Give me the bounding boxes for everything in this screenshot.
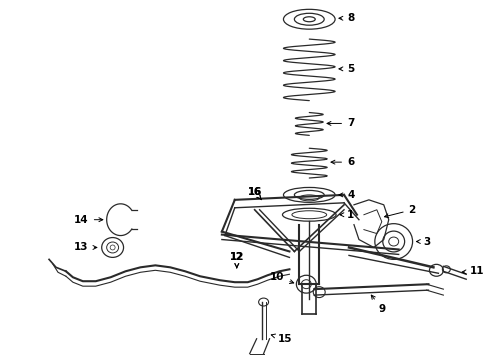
Text: 10: 10 — [270, 272, 294, 284]
Text: 15: 15 — [271, 334, 292, 344]
Text: 2: 2 — [385, 205, 416, 218]
Text: 11: 11 — [462, 266, 485, 276]
Text: 12: 12 — [230, 252, 245, 268]
Text: 14: 14 — [74, 215, 103, 225]
Text: 16: 16 — [248, 187, 262, 200]
Text: 9: 9 — [371, 295, 386, 314]
Text: 8: 8 — [339, 13, 354, 23]
Text: 5: 5 — [339, 64, 354, 74]
Text: 1: 1 — [340, 210, 354, 220]
Text: 13: 13 — [74, 243, 97, 252]
Text: 6: 6 — [331, 157, 354, 167]
Text: 16: 16 — [248, 187, 262, 200]
Text: 4: 4 — [339, 190, 354, 200]
Text: 7: 7 — [327, 118, 354, 129]
Text: 3: 3 — [416, 237, 431, 247]
Text: 12: 12 — [230, 252, 244, 268]
